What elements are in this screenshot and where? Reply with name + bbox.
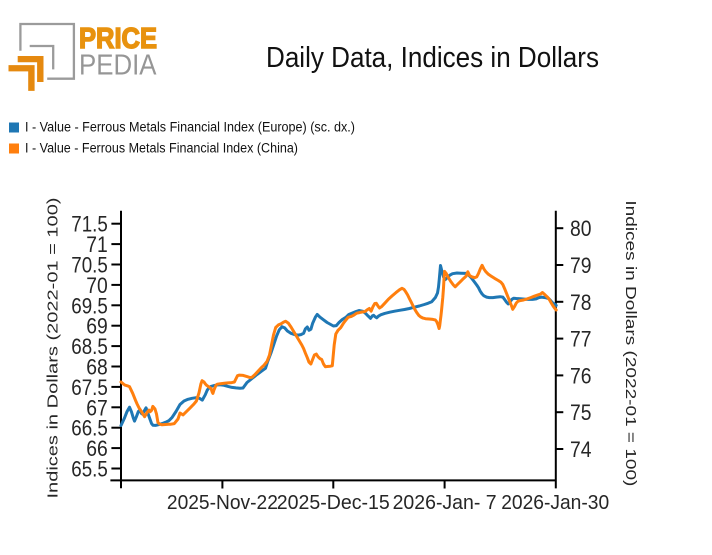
svg-text:Daily Data, Indices in Dollars: Daily Data, Indices in Dollars — [266, 42, 599, 74]
svg-text:75: 75 — [570, 400, 592, 425]
svg-text:2025-Dec-15: 2025-Dec-15 — [277, 491, 390, 514]
svg-text:66: 66 — [86, 436, 108, 461]
svg-text:70.5: 70.5 — [71, 253, 108, 278]
svg-text:74: 74 — [570, 437, 592, 462]
svg-text:78: 78 — [570, 290, 592, 315]
svg-text:79: 79 — [570, 253, 592, 278]
svg-text:PEDIA: PEDIA — [79, 50, 157, 82]
svg-text:70: 70 — [86, 273, 108, 298]
svg-text:I - Value - Ferrous Metals Fin: I - Value - Ferrous Metals Financial Ind… — [25, 140, 298, 155]
svg-text:67.5: 67.5 — [71, 375, 108, 400]
svg-text:69: 69 — [86, 314, 108, 339]
svg-text:71: 71 — [86, 232, 108, 257]
svg-text:2026-Jan- 7: 2026-Jan- 7 — [393, 491, 497, 514]
svg-text:2026-Jan-30: 2026-Jan-30 — [501, 491, 609, 514]
svg-text:71.5: 71.5 — [71, 212, 108, 237]
svg-text:69.5: 69.5 — [71, 293, 108, 318]
svg-text:I - Value - Ferrous Metals Fin: I - Value - Ferrous Metals Financial Ind… — [25, 119, 355, 134]
svg-text:67: 67 — [86, 395, 108, 420]
svg-text:Indices in Dollars (2022-01 =: Indices in Dollars (2022-01 = 100) — [46, 198, 62, 499]
svg-text:68.5: 68.5 — [71, 334, 108, 359]
svg-text:80: 80 — [570, 216, 592, 241]
svg-text:77: 77 — [570, 327, 592, 352]
svg-text:2025-Nov-22: 2025-Nov-22 — [167, 491, 278, 514]
svg-text:76: 76 — [570, 363, 592, 388]
svg-text:68: 68 — [86, 355, 108, 380]
svg-text:65.5: 65.5 — [71, 457, 108, 482]
svg-text:66.5: 66.5 — [71, 416, 108, 441]
svg-text:Indices in Dollars (2022-01 =: Indices in Dollars (2022-01 = 100) — [622, 200, 638, 486]
svg-text:PRICE: PRICE — [79, 23, 157, 55]
